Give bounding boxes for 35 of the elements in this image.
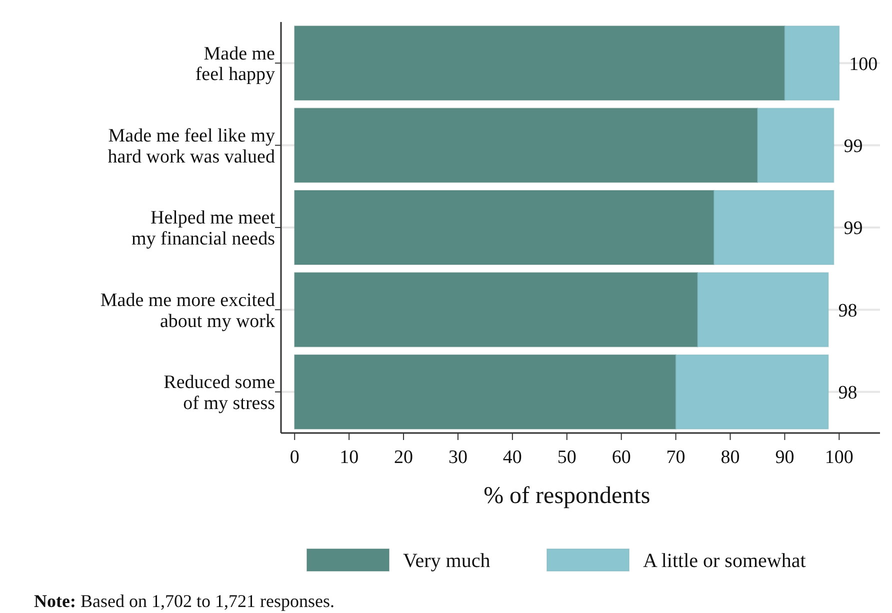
bar bbox=[713, 190, 834, 265]
y-tick-label: Made me feel happy bbox=[195, 43, 276, 86]
y-tick-label: Reduced some of my stress bbox=[164, 372, 275, 414]
y-tick-label: Helped me meet my financial needs bbox=[131, 208, 276, 250]
legend-label: Very much bbox=[403, 550, 490, 572]
bar bbox=[294, 26, 786, 101]
x-tick-label: 40 bbox=[502, 447, 522, 468]
bar bbox=[784, 26, 840, 101]
text: Note: Based on 1,702 to 1,721 responses. bbox=[34, 591, 334, 611]
total-label: 98 bbox=[838, 300, 858, 322]
legend-label: A little or somewhat bbox=[643, 550, 806, 572]
x-tick-label: 10 bbox=[340, 447, 359, 468]
y-tick-label: Made me feel like my hard work was valued bbox=[108, 126, 276, 168]
x-tick-label: 100 bbox=[824, 447, 854, 468]
total-label: 98 bbox=[838, 382, 858, 404]
x-tick-label: 60 bbox=[612, 447, 631, 468]
bar bbox=[675, 354, 829, 430]
total-label: 100 bbox=[849, 54, 878, 75]
bar bbox=[697, 272, 829, 348]
bar bbox=[756, 108, 834, 183]
x-tick-label: 70 bbox=[666, 447, 686, 468]
bar bbox=[294, 108, 758, 183]
bar bbox=[294, 190, 714, 265]
total-label: 99 bbox=[844, 218, 863, 240]
x-axis-title: % of respondents bbox=[484, 483, 650, 509]
x-tick-label: 30 bbox=[448, 447, 468, 468]
x-tick-label: 90 bbox=[775, 447, 794, 468]
x-tick-label: 80 bbox=[720, 447, 740, 468]
bar bbox=[294, 354, 676, 430]
y-tick-label: Made me more excited about my work bbox=[100, 290, 276, 332]
x-tick-label: 0 bbox=[290, 447, 300, 468]
x-tick-label: 50 bbox=[557, 447, 576, 468]
bar bbox=[294, 272, 698, 348]
x-tick-label: 20 bbox=[394, 447, 414, 468]
total-label: 99 bbox=[844, 136, 863, 157]
